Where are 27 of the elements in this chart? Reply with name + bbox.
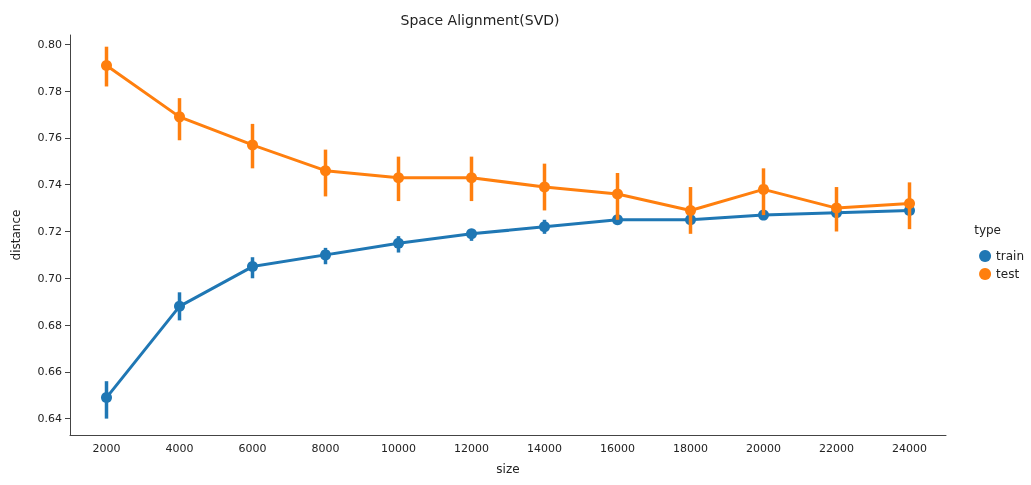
x-tick-label: 24000 [892,442,927,455]
y-tick-label: 0.64 [37,412,62,426]
x-tick-label: 18000 [673,442,708,455]
x-tick-label: 4000 [165,442,194,455]
x-tick-label: 22000 [819,442,854,455]
y-tick-label: 0.74 [37,178,62,192]
y-axis-title: distance [9,209,23,261]
y-tick-label: 0.66 [37,365,62,379]
x-tick-label: 8000 [311,442,340,455]
x-tick-label: 14000 [527,442,562,455]
x-tick-label: 16000 [600,442,635,455]
legend-label: test [996,267,1020,281]
x-tick-label: 6000 [238,442,267,455]
x-tick-label: 2000 [92,442,121,455]
y-tick-label: 0.80 [37,37,62,51]
legend-label: train [996,249,1025,263]
x-tick-label: 20000 [746,442,781,455]
chart-title: Space Alignment(SVD) [400,12,560,28]
legend-title: type [974,223,1002,237]
x-tick-label: 10000 [381,442,416,455]
y-tick-label: 0.70 [37,271,62,285]
x-tick-label: 12000 [454,442,489,455]
y-tick-label: 0.72 [37,224,62,238]
y-tick-label: 0.76 [37,131,62,145]
x-axis-title: size [496,462,520,476]
y-tick-label: 0.68 [37,318,62,332]
y-tick-label: 0.78 [37,84,62,98]
